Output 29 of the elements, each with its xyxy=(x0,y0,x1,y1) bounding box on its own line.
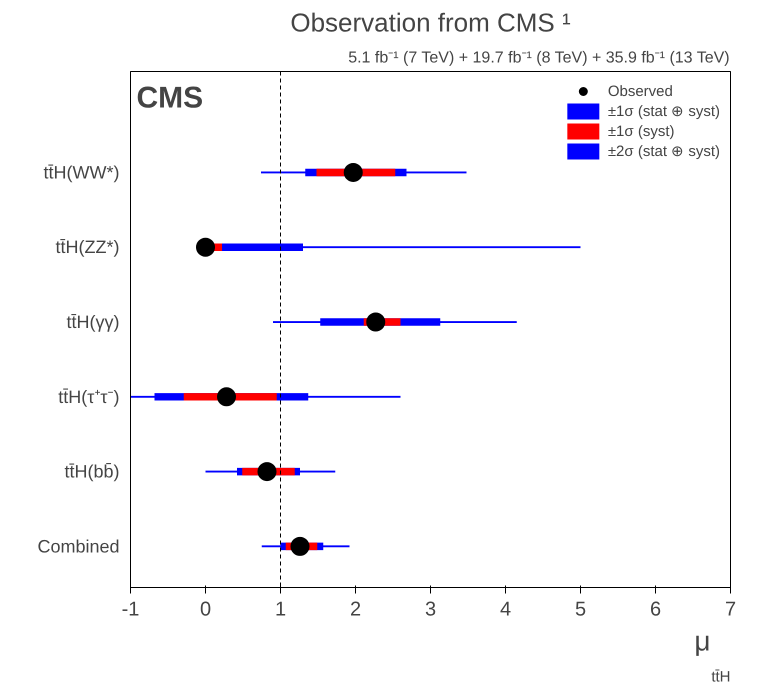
x-tick-label: -1 xyxy=(122,598,140,620)
x-tick-label: 0 xyxy=(200,598,212,620)
y-tick-label: tt̄H(ZZ*) xyxy=(56,237,120,258)
x-tick-label: 7 xyxy=(724,598,736,620)
point xyxy=(217,387,236,406)
y-tick-label: Combined xyxy=(37,536,120,556)
point xyxy=(366,312,386,332)
x-tick-label: 6 xyxy=(650,598,662,620)
x-tick-label: 3 xyxy=(424,598,436,620)
y-tick-label: tt̄H(τ⁺τ⁻) xyxy=(58,386,120,407)
legend-label: ±2σ (stat ⊕ syst) xyxy=(608,142,720,160)
point xyxy=(290,536,310,556)
chart-subtitle: 5.1 fb⁻¹ (7 TeV) + 19.7 fb⁻¹ (8 TeV) + 35.9 fb⁻¹ (13 TeV) xyxy=(348,50,730,66)
x-tick-label: 4 xyxy=(500,598,512,620)
legend-label: ±1σ (stat ⊕ syst) xyxy=(608,102,720,120)
x-tick-label: 5 xyxy=(574,598,586,620)
point xyxy=(196,238,215,257)
point xyxy=(344,162,363,182)
legend-label: Observed xyxy=(608,82,673,100)
y-tick-label: tt̄H(WW*) xyxy=(44,162,120,182)
y-tick-label: tt̄H(γγ) xyxy=(66,312,120,332)
legend-label: ±1σ (syst) xyxy=(608,122,674,140)
point xyxy=(258,462,276,482)
x-axis-title: μtt̄H xyxy=(694,626,731,686)
annotation: CMS xyxy=(136,82,204,114)
y-tick-label: tt̄H(bb̄) xyxy=(64,462,120,482)
x-tick-label: 2 xyxy=(350,598,362,620)
x-tick-label: 1 xyxy=(274,598,286,620)
chart-title: Observation from CMS ¹ xyxy=(290,8,571,38)
